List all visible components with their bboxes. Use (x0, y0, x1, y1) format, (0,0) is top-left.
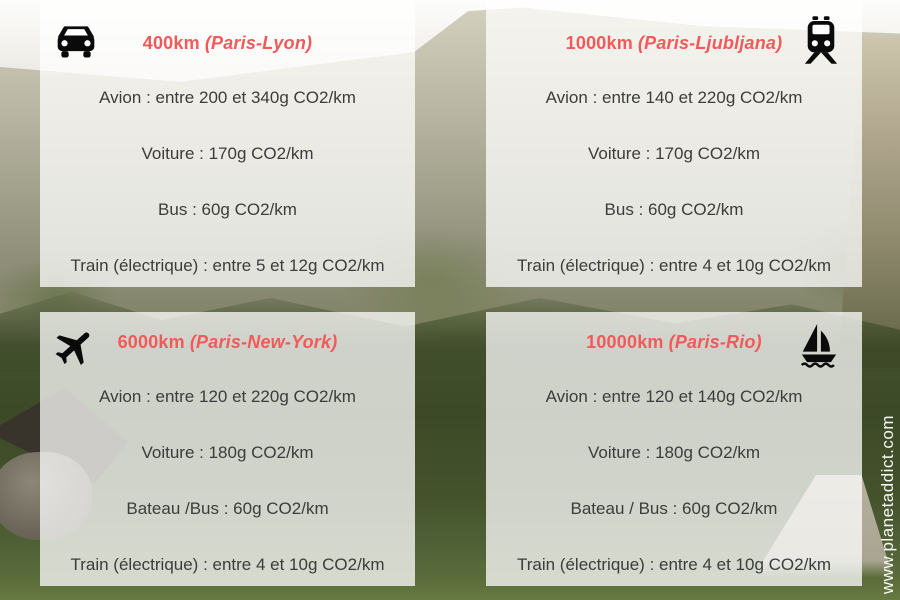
watermark-url: www.planetaddict.com (878, 414, 897, 594)
car-icon (54, 23, 98, 59)
panel-title: 400km (Paris-Lyon) (40, 33, 415, 54)
emission-row-avion: Avion : entre 120 et 220g CO2/km (99, 387, 356, 406)
panel-title: 1000km (Paris-Ljubljana) (486, 33, 862, 54)
emission-row-voiture: Voiture : 170g CO2/km (141, 144, 314, 163)
emission-row-bateau-bus: Bateau / Bus : 60g CO2/km (570, 499, 778, 518)
panel-title: 10000km (Paris-Rio) (486, 332, 862, 353)
emission-row-avion: Avion : entre 120 et 140g CO2/km (545, 387, 803, 406)
distance-label: 400km (142, 33, 200, 53)
emission-row-train: Train (électrique) : entre 4 et 10g CO2/… (516, 555, 831, 574)
emission-row-voiture: Voiture : 180g CO2/km (141, 443, 314, 462)
route-label: (Paris-Ljubljana) (637, 33, 783, 53)
panel-title: 6000km (Paris-New-York) (40, 332, 415, 353)
panel-paris-new-york: 6000km (Paris-New-York) Avion : entre 120… (40, 312, 415, 586)
emission-row-bus: Bus : 60g CO2/km (604, 200, 744, 219)
distance-label: 1000km (565, 33, 633, 53)
panel-paris-lyon: 400km (Paris-Lyon) Avion : entre 200 et 3… (40, 0, 415, 287)
emission-row-voiture: Voiture : 180g CO2/km (588, 443, 760, 462)
route-label: (Paris-New-York) (189, 332, 338, 352)
emission-row-bus: Bus : 60g CO2/km (158, 200, 297, 219)
distance-label: 10000km (586, 332, 664, 352)
emission-row-bateau-bus: Bateau /Bus : 60g CO2/km (126, 499, 329, 518)
panel-paris-rio: 10000km (Paris-Rio) Avion : entre 120 et … (486, 312, 862, 586)
emission-row-voiture: Voiture : 170g CO2/km (588, 144, 760, 163)
emission-row-train: Train (électrique) : entre 5 et 12g CO2/… (70, 256, 385, 275)
emission-row-train: Train (électrique) : entre 4 et 10g CO2/… (70, 555, 385, 574)
boat-icon (798, 322, 840, 368)
plane-icon (50, 324, 100, 370)
distance-label: 6000km (117, 332, 185, 352)
emission-row-avion: Avion : entre 200 et 340g CO2/km (99, 88, 356, 107)
route-label: (Paris-Rio) (668, 332, 762, 352)
train-icon (802, 16, 840, 64)
panel-paris-ljubljana: 1000km (Paris-Ljubljana) Avion : entre 14… (486, 0, 862, 287)
emission-row-avion: Avion : entre 140 et 220g CO2/km (545, 88, 803, 107)
route-label: (Paris-Lyon) (204, 33, 313, 53)
emission-row-train: Train (électrique) : entre 4 et 10g CO2/… (516, 256, 831, 275)
